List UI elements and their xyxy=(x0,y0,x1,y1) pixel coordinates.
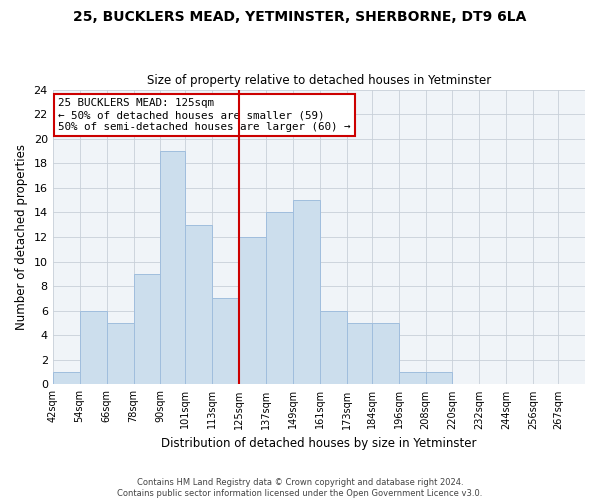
Bar xyxy=(160,151,185,384)
Bar xyxy=(320,310,347,384)
Bar xyxy=(239,237,266,384)
Bar xyxy=(371,323,398,384)
Bar xyxy=(53,372,80,384)
Bar xyxy=(134,274,160,384)
Bar xyxy=(347,323,371,384)
Bar xyxy=(107,323,134,384)
Bar xyxy=(398,372,425,384)
Text: 25, BUCKLERS MEAD, YETMINSTER, SHERBORNE, DT9 6LA: 25, BUCKLERS MEAD, YETMINSTER, SHERBORNE… xyxy=(73,10,527,24)
X-axis label: Distribution of detached houses by size in Yetminster: Distribution of detached houses by size … xyxy=(161,437,476,450)
Bar xyxy=(425,372,452,384)
Bar xyxy=(80,310,107,384)
Y-axis label: Number of detached properties: Number of detached properties xyxy=(15,144,28,330)
Bar xyxy=(266,212,293,384)
Text: 25 BUCKLERS MEAD: 125sqm
← 50% of detached houses are smaller (59)
50% of semi-d: 25 BUCKLERS MEAD: 125sqm ← 50% of detach… xyxy=(58,98,350,132)
Bar xyxy=(212,298,239,384)
Bar xyxy=(185,224,212,384)
Bar xyxy=(293,200,320,384)
Title: Size of property relative to detached houses in Yetminster: Size of property relative to detached ho… xyxy=(147,74,491,87)
Text: Contains HM Land Registry data © Crown copyright and database right 2024.
Contai: Contains HM Land Registry data © Crown c… xyxy=(118,478,482,498)
